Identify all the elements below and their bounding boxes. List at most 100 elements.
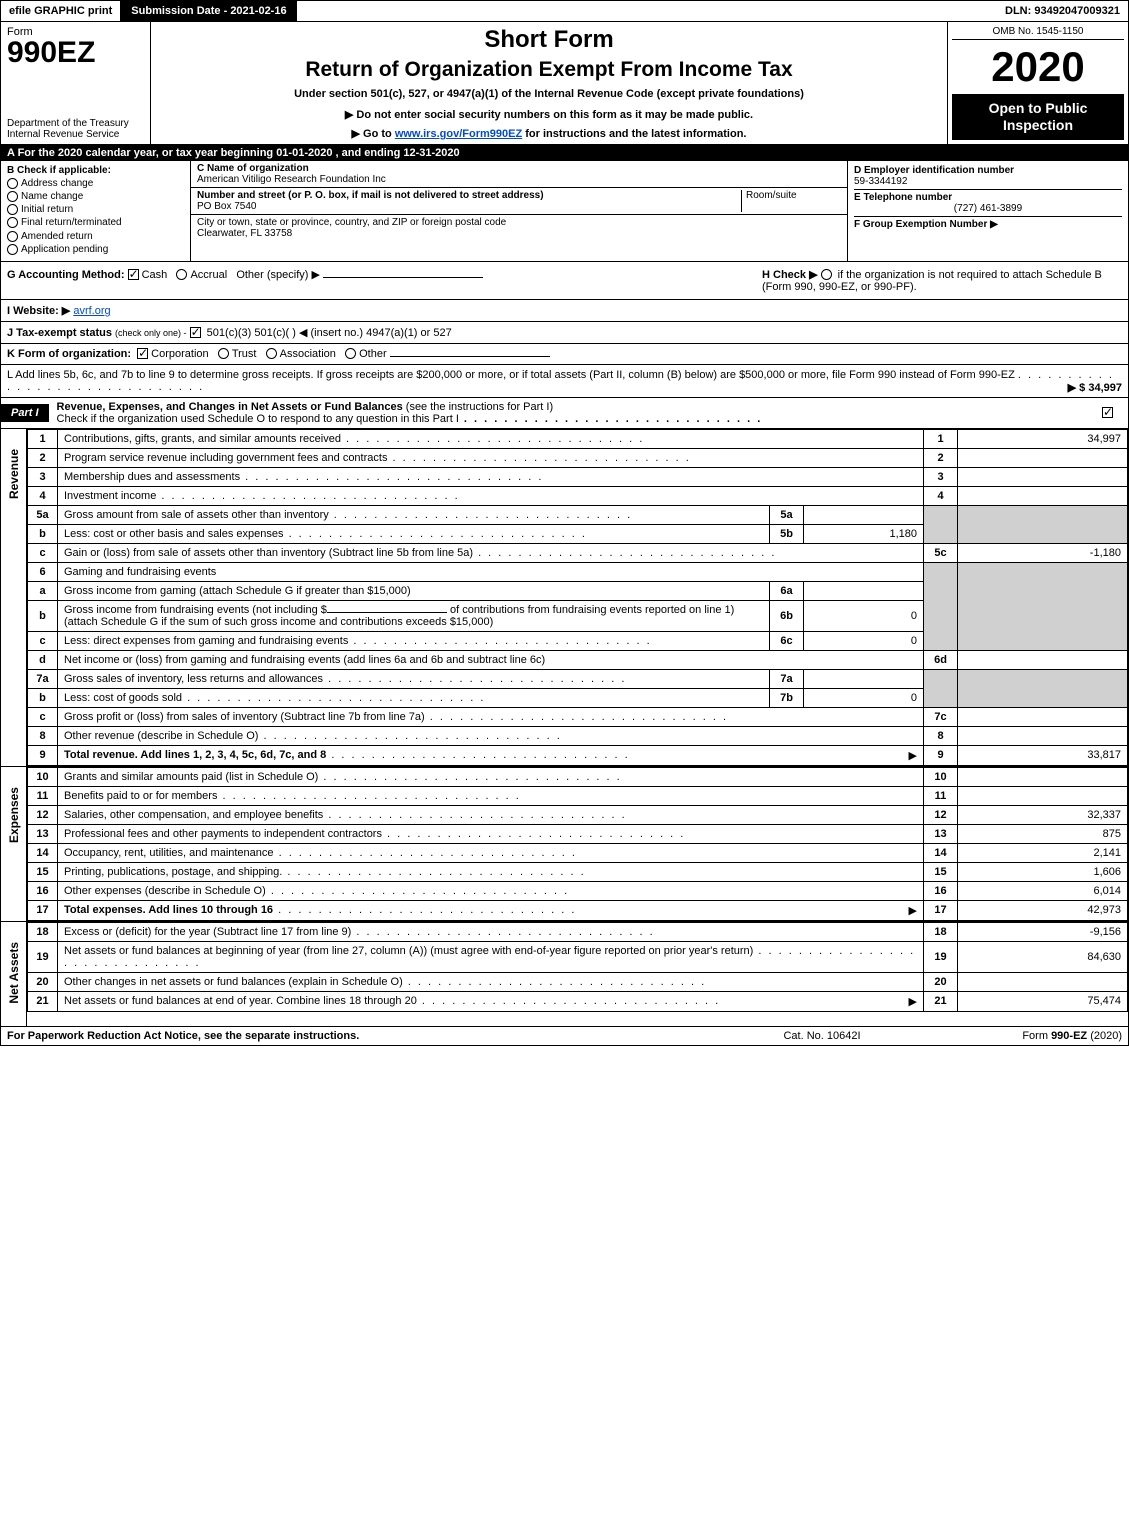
dln: DLN: 93492047009321 bbox=[997, 1, 1128, 21]
check-trust[interactable] bbox=[218, 348, 229, 359]
line-13: 13Professional fees and other payments t… bbox=[28, 824, 1128, 843]
c-city-label: City or town, state or province, country… bbox=[197, 217, 506, 228]
revenue-section: Revenue 1Contributions, gifts, grants, a… bbox=[1, 429, 1128, 767]
check-other[interactable] bbox=[345, 348, 356, 359]
footer-form: Form 990-EZ (2020) bbox=[922, 1030, 1122, 1042]
h-label: H Check ▶ bbox=[762, 269, 818, 281]
j-opts: 501(c)(3) 501(c)( ) ◀ (insert no.) 4947(… bbox=[207, 327, 452, 339]
line-21: 21Net assets or fund balances at end of … bbox=[28, 991, 1128, 1011]
part1-label: Part I bbox=[1, 404, 49, 422]
check-corporation[interactable] bbox=[137, 348, 148, 359]
header-left: Form 990EZ Department of the Treasury In… bbox=[1, 22, 151, 144]
line-7a: 7aGross sales of inventory, less returns… bbox=[28, 669, 1128, 688]
footer-cat: Cat. No. 10642I bbox=[722, 1030, 922, 1042]
phone-value: (727) 461-3899 bbox=[854, 203, 1122, 214]
line-14: 14Occupancy, rent, utilities, and mainte… bbox=[28, 843, 1128, 862]
part1-bar: Part I Revenue, Expenses, and Changes in… bbox=[1, 398, 1128, 429]
k-other-input[interactable] bbox=[390, 356, 550, 357]
e-phone-label: E Telephone number bbox=[854, 192, 1122, 203]
f-group-label: F Group Exemption Number ▶ bbox=[854, 219, 998, 230]
line-5a: 5aGross amount from sale of assets other… bbox=[28, 505, 1128, 524]
form-number: 990EZ bbox=[7, 38, 144, 68]
check-amended-return[interactable]: Amended return bbox=[7, 231, 184, 242]
g-other: Other (specify) ▶ bbox=[236, 269, 320, 281]
under-section: Under section 501(c), 527, or 4947(a)(1)… bbox=[159, 88, 939, 100]
donot-ssn: ▶ Do not enter social security numbers o… bbox=[159, 108, 939, 121]
box-i: I Website: ▶ avrf.org bbox=[1, 300, 1128, 322]
h-check[interactable] bbox=[821, 269, 832, 280]
check-final-return[interactable]: Final return/terminated bbox=[7, 217, 184, 228]
check-accrual[interactable] bbox=[176, 269, 187, 280]
gh-row: G Accounting Method: Cash Accrual Other … bbox=[1, 262, 1128, 300]
check-application-pending[interactable]: Application pending bbox=[7, 244, 184, 255]
revenue-sidebar: Revenue bbox=[1, 429, 27, 766]
box-b-label: B Check if applicable: bbox=[7, 165, 184, 176]
k-trust: Trust bbox=[232, 348, 257, 360]
return-title: Return of Organization Exempt From Incom… bbox=[159, 58, 939, 82]
box-j: J Tax-exempt status (check only one) - 5… bbox=[1, 322, 1128, 344]
footer-left: For Paperwork Reduction Act Notice, see … bbox=[7, 1030, 722, 1042]
k-other: Other bbox=[359, 348, 387, 360]
short-form-title: Short Form bbox=[159, 26, 939, 54]
check-address-change[interactable]: Address change bbox=[7, 178, 184, 189]
line-4: 4Investment income4 bbox=[28, 486, 1128, 505]
line-7c: cGross profit or (loss) from sales of in… bbox=[28, 707, 1128, 726]
c-street-label: Number and street (or P. O. box, if mail… bbox=[197, 190, 544, 201]
goto-suffix: for instructions and the latest informat… bbox=[522, 128, 746, 140]
line-19: 19Net assets or fund balances at beginni… bbox=[28, 941, 1128, 972]
line-8: 8Other revenue (describe in Schedule O)8 bbox=[28, 726, 1128, 745]
c-name-label: C Name of organization bbox=[197, 163, 841, 174]
j-sub: (check only one) - bbox=[115, 328, 187, 338]
irs-label: Internal Revenue Service bbox=[7, 129, 144, 140]
dept-treasury: Department of the Treasury bbox=[7, 118, 144, 129]
check-association[interactable] bbox=[266, 348, 277, 359]
ein-value: 59-3344192 bbox=[854, 176, 1122, 187]
g-other-input[interactable] bbox=[323, 277, 483, 278]
part1-schedule-o-check[interactable] bbox=[1102, 407, 1113, 418]
line-16: 16Other expenses (describe in Schedule O… bbox=[28, 881, 1128, 900]
check-initial-return[interactable]: Initial return bbox=[7, 204, 184, 215]
g-cash: Cash bbox=[142, 269, 168, 281]
line-2: 2Program service revenue including gover… bbox=[28, 448, 1128, 467]
line-1: 1Contributions, gifts, grants, and simil… bbox=[28, 429, 1128, 448]
check-name-change[interactable]: Name change bbox=[7, 191, 184, 202]
goto-line: ▶ Go to www.irs.gov/Form990EZ for instru… bbox=[159, 127, 939, 140]
website-link[interactable]: avrf.org bbox=[73, 305, 110, 317]
netassets-section: Net Assets 18Excess or (deficit) for the… bbox=[1, 922, 1128, 1028]
info-block: B Check if applicable: Address change Na… bbox=[1, 161, 1128, 262]
header-right: OMB No. 1545-1150 2020 Open to Public In… bbox=[948, 22, 1128, 144]
org-name: American Vitiligo Research Foundation In… bbox=[197, 174, 841, 185]
revenue-table: 1Contributions, gifts, grants, and simil… bbox=[27, 429, 1128, 766]
d-ein-label: D Employer identification number bbox=[854, 165, 1122, 176]
check-cash[interactable] bbox=[128, 269, 139, 280]
k-label: K Form of organization: bbox=[7, 348, 131, 360]
netassets-sidebar: Net Assets bbox=[1, 922, 27, 1027]
expenses-section: Expenses 10Grants and similar amounts pa… bbox=[1, 767, 1128, 922]
line-6d: dNet income or (loss) from gaming and fu… bbox=[28, 650, 1128, 669]
part1-sub: (see the instructions for Part I) bbox=[406, 401, 553, 413]
org-city: Clearwater, FL 33758 bbox=[197, 228, 841, 239]
topbar: efile GRAPHIC print Submission Date - 20… bbox=[1, 1, 1128, 22]
open-public-inspection: Open to Public Inspection bbox=[952, 94, 1124, 140]
line-6: 6Gaming and fundraising events bbox=[28, 562, 1128, 581]
j-label: J Tax-exempt status bbox=[7, 327, 112, 339]
box-h: H Check ▶ if the organization is not req… bbox=[762, 268, 1122, 293]
box-def: D Employer identification number 59-3344… bbox=[848, 161, 1128, 261]
room-suite-label: Room/suite bbox=[746, 190, 797, 201]
tax-year: 2020 bbox=[952, 40, 1124, 94]
page-footer: For Paperwork Reduction Act Notice, see … bbox=[1, 1027, 1128, 1045]
part1-checkline: Check if the organization used Schedule … bbox=[57, 413, 459, 425]
header-center: Short Form Return of Organization Exempt… bbox=[151, 22, 948, 144]
part1-title: Revenue, Expenses, and Changes in Net As… bbox=[57, 401, 403, 413]
line-17: 17Total expenses. Add lines 10 through 1… bbox=[28, 900, 1128, 920]
box-k: K Form of organization: Corporation Trus… bbox=[1, 344, 1128, 365]
g-accrual: Accrual bbox=[190, 269, 227, 281]
line-12: 12Salaries, other compensation, and empl… bbox=[28, 805, 1128, 824]
line-20: 20Other changes in net assets or fund ba… bbox=[28, 972, 1128, 991]
check-501c3[interactable] bbox=[190, 327, 201, 338]
line-3: 3Membership dues and assessments3 bbox=[28, 467, 1128, 486]
efile-print[interactable]: efile GRAPHIC print bbox=[1, 1, 121, 21]
goto-link[interactable]: www.irs.gov/Form990EZ bbox=[395, 128, 522, 140]
submission-date: Submission Date - 2021-02-16 bbox=[121, 1, 296, 21]
form-container: efile GRAPHIC print Submission Date - 20… bbox=[0, 0, 1129, 1046]
